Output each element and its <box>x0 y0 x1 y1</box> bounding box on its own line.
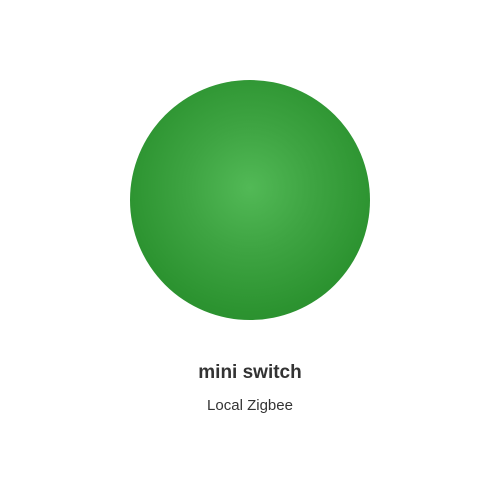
device-name: mini switch <box>198 362 302 383</box>
device-subtitle: Local Zigbee <box>207 397 293 414</box>
device-status-orb[interactable] <box>130 80 370 320</box>
